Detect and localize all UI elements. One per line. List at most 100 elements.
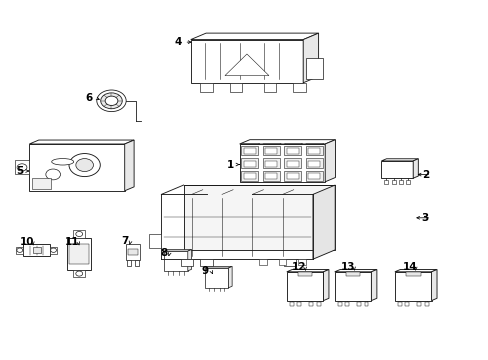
Circle shape — [17, 248, 23, 252]
Bar — [181, 259, 193, 266]
Bar — [125, 244, 140, 260]
Polygon shape — [334, 270, 376, 272]
Polygon shape — [262, 143, 281, 144]
Text: 5: 5 — [16, 166, 23, 176]
Text: 13: 13 — [340, 262, 355, 272]
Polygon shape — [412, 159, 417, 178]
Bar — [32, 178, 51, 189]
Text: 7: 7 — [121, 236, 128, 246]
Bar — [289, 302, 293, 306]
Circle shape — [76, 271, 82, 276]
Text: 10: 10 — [20, 237, 34, 247]
Polygon shape — [239, 140, 335, 144]
Bar — [229, 83, 242, 92]
Circle shape — [105, 96, 118, 105]
Polygon shape — [29, 140, 134, 144]
Bar — [200, 83, 212, 92]
Bar — [309, 302, 313, 306]
Bar — [241, 158, 258, 168]
Bar — [190, 40, 303, 83]
Circle shape — [46, 169, 61, 180]
Bar — [262, 171, 279, 180]
Bar — [128, 249, 138, 255]
Bar — [200, 259, 212, 266]
Bar — [397, 302, 401, 306]
Circle shape — [76, 231, 82, 237]
Polygon shape — [323, 270, 328, 301]
Bar — [305, 58, 322, 79]
Bar — [284, 171, 301, 180]
Bar — [16, 247, 23, 254]
Bar — [262, 158, 279, 168]
Bar — [264, 174, 277, 179]
Text: 3: 3 — [421, 213, 428, 223]
Polygon shape — [284, 143, 302, 144]
Bar — [381, 161, 412, 178]
Bar — [33, 247, 41, 253]
Bar — [284, 158, 301, 168]
Circle shape — [17, 164, 27, 171]
Bar — [69, 244, 89, 264]
Polygon shape — [164, 249, 191, 251]
Bar — [278, 259, 285, 265]
Polygon shape — [394, 270, 436, 272]
Bar — [293, 83, 305, 92]
Text: 6: 6 — [86, 93, 93, 103]
Polygon shape — [325, 140, 335, 182]
Bar — [305, 158, 322, 168]
Bar — [244, 174, 255, 179]
Polygon shape — [381, 159, 417, 161]
Bar — [244, 161, 255, 167]
Bar — [259, 259, 266, 265]
Bar — [127, 260, 131, 266]
Polygon shape — [149, 234, 161, 248]
Text: 9: 9 — [202, 266, 208, 276]
Bar — [316, 302, 320, 306]
Bar — [406, 180, 409, 184]
Bar — [337, 302, 341, 306]
Bar — [297, 302, 301, 306]
Polygon shape — [228, 266, 232, 288]
Bar — [264, 83, 276, 92]
Bar — [73, 270, 85, 277]
Bar — [239, 144, 325, 182]
Ellipse shape — [52, 158, 74, 165]
Text: 2: 2 — [421, 170, 428, 180]
Circle shape — [101, 93, 122, 109]
Polygon shape — [430, 270, 436, 301]
Polygon shape — [370, 270, 376, 301]
Bar — [384, 180, 387, 184]
Bar — [364, 302, 368, 306]
Bar — [50, 247, 58, 254]
Bar — [307, 148, 319, 154]
Bar — [398, 180, 402, 184]
Text: 14: 14 — [402, 262, 416, 272]
Bar — [241, 171, 258, 180]
Bar — [424, 302, 427, 306]
Polygon shape — [204, 266, 232, 268]
Bar — [244, 148, 255, 154]
Bar — [262, 146, 279, 156]
Text: 11: 11 — [65, 237, 80, 247]
Bar — [417, 302, 421, 306]
Bar — [284, 146, 301, 156]
Bar — [264, 148, 277, 154]
Bar — [283, 259, 295, 266]
Bar — [298, 259, 305, 265]
Bar — [67, 238, 91, 270]
Circle shape — [97, 90, 126, 112]
Bar — [286, 161, 298, 167]
Bar — [204, 268, 228, 288]
Bar — [345, 302, 348, 306]
Polygon shape — [297, 272, 312, 276]
Bar — [305, 146, 322, 156]
Circle shape — [76, 158, 93, 171]
Polygon shape — [187, 249, 191, 271]
Polygon shape — [286, 270, 328, 272]
Bar — [286, 148, 298, 154]
Polygon shape — [183, 185, 334, 250]
Polygon shape — [303, 33, 318, 83]
Text: 4: 4 — [174, 37, 182, 47]
Polygon shape — [190, 33, 318, 40]
Polygon shape — [345, 272, 360, 276]
